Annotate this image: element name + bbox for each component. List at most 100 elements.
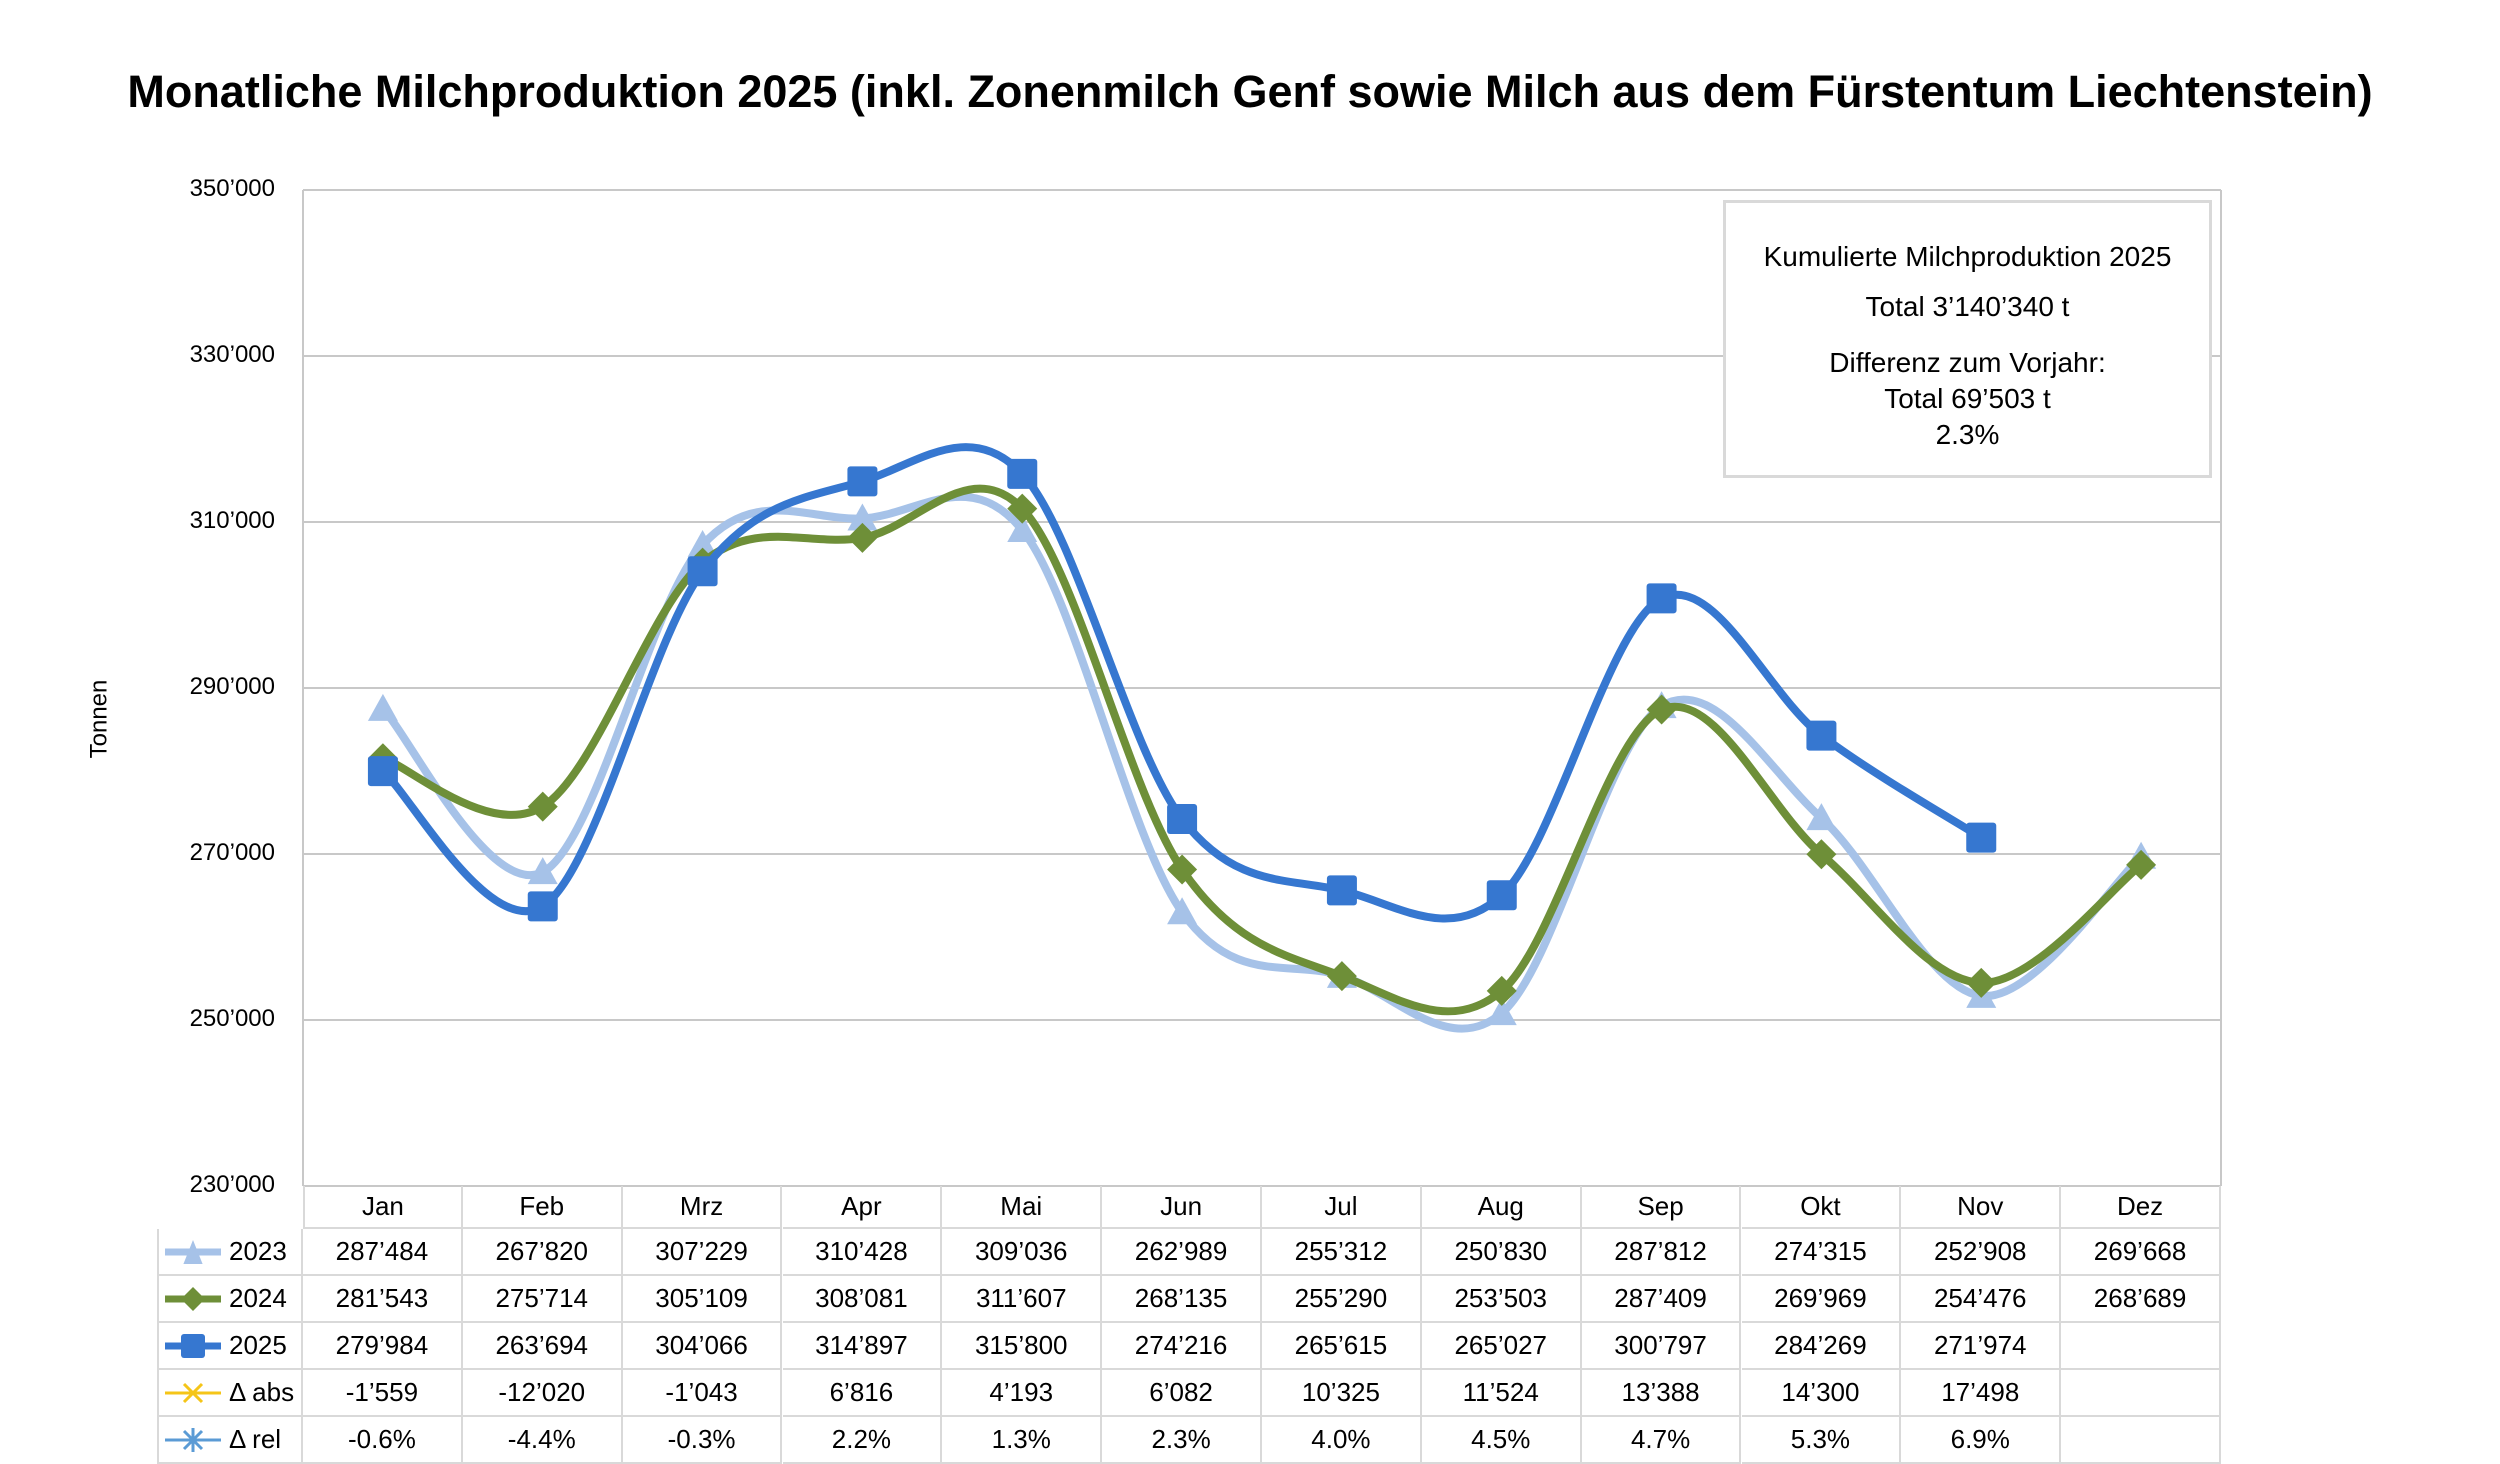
info-total: Total 3’140’340 t (1865, 291, 2070, 322)
data-point-2023 (1486, 998, 1517, 1026)
table-cell: 268’135 (1102, 1276, 1262, 1323)
data-point-2024 (1486, 975, 1517, 1006)
data-point-2023 (367, 693, 398, 721)
table-cell: 255’312 (1262, 1229, 1422, 1276)
data-point-2024 (1326, 961, 1357, 992)
data-point-2024 (1007, 493, 1038, 524)
info-diff-pct: 2.3% (1935, 419, 2000, 450)
x-tick-label: Mai (942, 1186, 1103, 1229)
x-tick-label: Okt (1741, 1186, 1902, 1229)
legend-marker-icon (165, 1382, 221, 1403)
table-cell: 5.3% (1741, 1417, 1902, 1464)
data-point-2024 (2126, 849, 2157, 880)
table-cell: 6.9% (1901, 1417, 2062, 1464)
y-tick-label: 270’000 (189, 839, 275, 866)
table-cell: 267’820 (462, 1229, 623, 1276)
table-cell: 4.7% (1581, 1417, 1742, 1464)
table-cell: 10’325 (1262, 1370, 1422, 1417)
x-tick-label: Nov (1901, 1186, 2062, 1229)
table-cell: 315’800 (942, 1323, 1103, 1370)
table-cell: 263’694 (462, 1323, 623, 1370)
y-tick-label: 350’000 (189, 175, 275, 202)
table-cell: 275’714 (462, 1276, 623, 1323)
table-cell: 274’216 (1102, 1323, 1262, 1370)
legend-label: Δ rel (229, 1424, 282, 1454)
table-cell: 304’066 (622, 1323, 783, 1370)
table-cell (2061, 1323, 2221, 1370)
table-cell: 269’668 (2061, 1229, 2221, 1276)
data-point-2025 (1167, 804, 1198, 835)
data-point-2024 (1646, 694, 1677, 725)
table-cell: 268’689 (2061, 1276, 2221, 1323)
table-cell: 4.5% (1421, 1417, 1582, 1464)
data-point-2025 (847, 466, 878, 497)
table-cell: 253’503 (1421, 1276, 1582, 1323)
table-cell (2061, 1417, 2221, 1464)
x-tick-label: Aug (1421, 1186, 1582, 1229)
y-tick-label: 310’000 (189, 507, 275, 534)
data-point-2025 (367, 756, 398, 787)
table-cell: 13’388 (1581, 1370, 1742, 1417)
data-point-2025 (1486, 880, 1517, 911)
y-tick-label: 290’000 (189, 673, 275, 700)
x-tick-label: Jan (303, 1186, 463, 1229)
table-cell: 262’989 (1102, 1229, 1262, 1276)
y-tick-label: 230’000 (189, 1171, 275, 1198)
data-point-2023 (1007, 515, 1038, 543)
data-point-2025 (687, 556, 718, 587)
table-cell: 1.3% (942, 1417, 1103, 1464)
data-point-2025 (1646, 583, 1677, 614)
info-diff-total: Total 69’503 t (1884, 383, 2051, 414)
table-cell (2061, 1370, 2221, 1417)
legend-label: Δ abs (229, 1377, 295, 1407)
data-point-2023 (847, 503, 878, 531)
table-cell: 269’969 (1741, 1276, 1902, 1323)
legend-entry-Δ rel: Δ rel (157, 1417, 303, 1464)
data-point-2023 (687, 529, 718, 557)
table-cell: -1’559 (303, 1370, 463, 1417)
data-point-2024 (527, 791, 558, 822)
table-cell: 255’290 (1262, 1276, 1422, 1323)
y-tick-label: 250’000 (189, 1005, 275, 1032)
data-point-2025 (527, 891, 558, 922)
legend-entry-Δ abs: Δ abs (157, 1370, 303, 1417)
table-cell: 265’027 (1421, 1323, 1582, 1370)
table-cell: -12’020 (462, 1370, 623, 1417)
data-point-2025 (1966, 822, 1997, 853)
table-cell: 271’974 (1901, 1323, 2062, 1370)
table-cell: 6’082 (1102, 1370, 1262, 1417)
table-cell: 254’476 (1901, 1276, 2062, 1323)
legend-entry-2025: 2025 (157, 1323, 303, 1370)
table-cell: -4.4% (462, 1417, 623, 1464)
table-cell: 2.3% (1102, 1417, 1262, 1464)
series-line-2024 (381, 484, 2144, 1016)
table-cell: 287’812 (1581, 1229, 1742, 1276)
table-cell: 287’484 (303, 1229, 463, 1276)
x-tick-label: Sep (1581, 1186, 1742, 1229)
chart-title: Monatliche Milchproduktion 2025 (inkl. Z… (127, 66, 2373, 117)
info-heading: Kumulierte Milchproduktion 2025 (1763, 241, 2172, 272)
x-tick-label: Dez (2061, 1186, 2221, 1229)
table-cell: 281’543 (303, 1276, 463, 1323)
table-cell: 300’797 (1581, 1323, 1742, 1370)
table-cell: 308’081 (782, 1276, 943, 1323)
table-cell: 314’897 (782, 1323, 943, 1370)
data-point-2024 (1966, 967, 1997, 998)
x-tick-label: Jul (1262, 1186, 1422, 1229)
data-point-2023 (1806, 803, 1837, 831)
table-cell: 309’036 (942, 1229, 1103, 1276)
data-point-2023 (1167, 897, 1198, 925)
data-point-2024 (847, 522, 878, 553)
table-cell: 14’300 (1741, 1370, 1902, 1417)
table-cell: 6’816 (782, 1370, 943, 1417)
data-point-2025 (1806, 720, 1837, 751)
table-cell: 2.2% (782, 1417, 943, 1464)
info-diff-label: Differenz zum Vorjahr: (1829, 347, 2106, 378)
x-tick-label: Feb (462, 1186, 623, 1229)
data-point-2023 (527, 857, 558, 885)
table-cell: 250’830 (1421, 1229, 1582, 1276)
data-point-2025 (1326, 875, 1357, 906)
table-cell: -1’043 (622, 1370, 783, 1417)
table-cell: 252’908 (1901, 1229, 2062, 1276)
